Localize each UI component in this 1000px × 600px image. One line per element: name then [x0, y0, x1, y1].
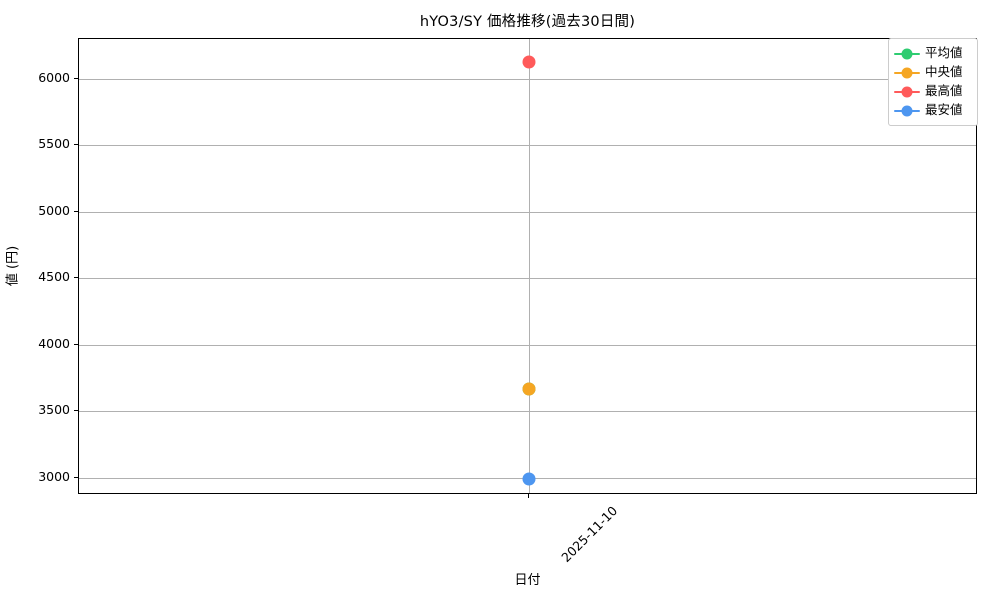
x-axis-label: 日付 [514, 573, 541, 588]
data-point-最高値 [522, 55, 535, 69]
y-axis-tick-label: 4000 [38, 335, 70, 351]
legend-marker-icon [894, 47, 920, 60]
plot-area [78, 38, 977, 494]
legend-item-2[interactable]: 最高値 [894, 82, 971, 101]
y-axis-tick-mark [74, 144, 78, 145]
y-axis-label-container: 値 (円) [0, 38, 22, 494]
x-axis-tick-mark [528, 494, 529, 498]
y-axis-tick-label: 3500 [38, 402, 70, 418]
y-axis-tick-label: 4500 [38, 269, 70, 285]
legend-dot-icon [901, 67, 913, 78]
gridline-horizontal [79, 79, 976, 80]
legend-item-3[interactable]: 最安値 [894, 101, 971, 120]
gridline-horizontal [79, 345, 976, 346]
y-axis-label: 値 (円) [5, 245, 21, 287]
y-axis-tick-label: 5000 [38, 202, 70, 218]
y-axis-tick-mark [74, 211, 78, 212]
gridline-horizontal [79, 278, 976, 279]
y-axis-tick-label: 6000 [38, 69, 70, 85]
legend-label: 中央値 [925, 64, 963, 80]
x-axis-tick-label: 2025-11-10 [557, 503, 620, 565]
legend-marker-icon [894, 85, 920, 98]
legend-label: 最高値 [925, 83, 963, 99]
legend-dot-icon [901, 86, 913, 97]
legend-dot-icon [901, 48, 913, 59]
legend-label: 最安値 [925, 102, 963, 118]
legend-dot-icon [901, 105, 913, 116]
chart-title: hYO3/SY 価格推移(過去30日間) [419, 14, 636, 30]
gridline-horizontal [79, 145, 976, 146]
legend-item-1[interactable]: 中央値 [894, 63, 971, 82]
y-axis-tick-mark [74, 344, 78, 345]
y-axis-tick-label: 5500 [38, 136, 70, 152]
legend-marker-icon [894, 66, 920, 79]
y-axis-tick-mark [74, 477, 78, 478]
y-axis-tick-mark [74, 410, 78, 411]
gridline-horizontal [79, 212, 976, 213]
y-axis-tick-mark [74, 78, 78, 79]
chart-legend: 平均値中央値最高値最安値 [888, 38, 978, 126]
legend-label: 平均値 [925, 45, 963, 61]
y-axis-tick-label: 3000 [38, 468, 70, 484]
gridline-vertical [529, 39, 530, 493]
legend-marker-icon [894, 104, 920, 117]
y-axis-tick-mark [74, 277, 78, 278]
gridline-horizontal [79, 411, 976, 412]
data-point-中央値 [522, 382, 535, 396]
data-point-最安値 [522, 472, 535, 486]
legend-item-0[interactable]: 平均値 [894, 44, 971, 63]
